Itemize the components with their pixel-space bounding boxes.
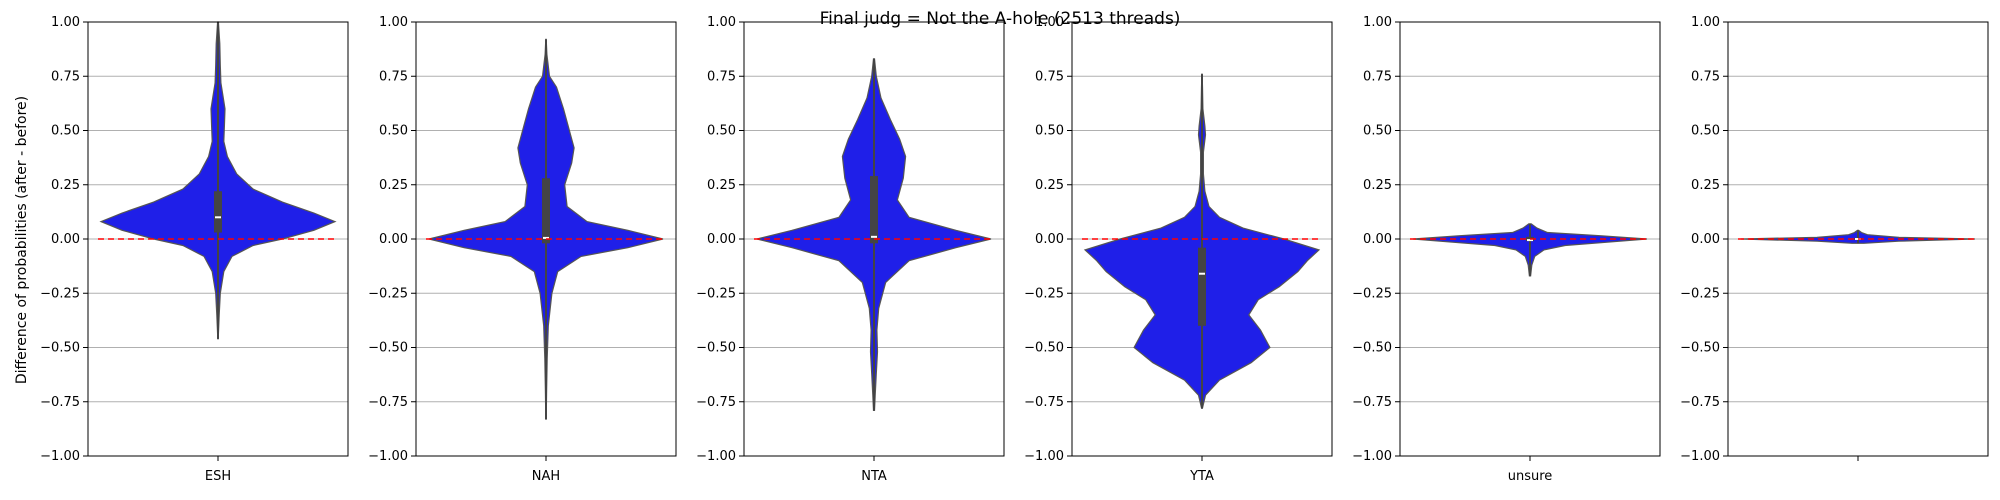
y-tick-label: −1.00 [1680, 449, 1720, 464]
x-category-label: ESH [205, 469, 231, 484]
y-tick-label: 0.25 [1363, 178, 1392, 193]
y-tick-label: −0.50 [368, 341, 408, 356]
y-tick-label: −1.00 [1024, 449, 1064, 464]
violin-panels: 1.00 0.75 0.50 0.25 0.00 −0.25 −0.50 −0.75 −1.00… [40, 15, 1989, 484]
x-category-label: YTA [1189, 469, 1214, 484]
y-tick-label: 0.00 [1691, 232, 1720, 247]
violin-box [870, 176, 878, 244]
y-tick-label: −0.25 [40, 286, 80, 301]
y-tick-label: 1.00 [1691, 15, 1720, 30]
y-tick-label: 1.00 [51, 15, 80, 30]
violin-box [214, 191, 222, 233]
y-tick-label: 0.00 [1363, 232, 1392, 247]
y-tick-label: 1.00 [707, 15, 736, 30]
y-tick-label: 0.00 [51, 232, 80, 247]
y-tick-label: −1.00 [368, 449, 408, 464]
y-tick-label: −0.75 [1024, 395, 1064, 410]
y-tick-label: 0.50 [51, 124, 80, 139]
x-category-label: NTA [861, 469, 887, 484]
x-category-label: unsure [1508, 469, 1553, 484]
y-tick-label: −1.00 [696, 449, 736, 464]
y-tick-label: 0.00 [1035, 232, 1064, 247]
y-tick-label: 0.50 [1363, 124, 1392, 139]
y-tick-label: 0.25 [379, 178, 408, 193]
y-tick-label: −0.50 [40, 341, 80, 356]
violin-panel: 1.00 0.75 0.50 0.25 0.00 −0.25 −0.50 −0.75 −1.00… [696, 15, 1005, 484]
y-tick-label: −0.25 [1024, 286, 1064, 301]
y-tick-label: −1.00 [40, 449, 80, 464]
y-tick-label: −0.75 [696, 395, 736, 410]
y-tick-label: 1.00 [1363, 15, 1392, 30]
y-tick-label: 0.75 [1363, 69, 1392, 84]
y-axis-label: Difference of probabilities (after - bef… [14, 96, 30, 384]
x-category-label: NAH [532, 469, 560, 484]
y-tick-label: 0.50 [707, 124, 736, 139]
y-tick-label: 0.75 [1691, 69, 1720, 84]
y-tick-label: 0.75 [51, 69, 80, 84]
y-tick-label: −0.25 [696, 286, 736, 301]
violin-panel: 1.00 0.75 0.50 0.25 0.00 −0.25 −0.50 −0.75 −1.00… [368, 15, 677, 484]
y-tick-label: −0.25 [1680, 286, 1720, 301]
violin-panel: 1.00 0.75 0.50 0.25 0.00 −0.25 −0.50 −0.75 −1.00… [40, 15, 349, 484]
y-tick-label: 0.25 [707, 178, 736, 193]
y-tick-label: −1.00 [1352, 449, 1392, 464]
y-tick-label: 0.25 [1691, 178, 1720, 193]
y-tick-label: 0.75 [1035, 69, 1064, 84]
y-tick-label: 0.50 [1691, 124, 1720, 139]
violin-panel: 1.00 0.75 0.50 0.25 0.00 −0.25 −0.50 −0.75 −1.00… [1352, 15, 1661, 484]
y-tick-label: 1.00 [379, 15, 408, 30]
y-tick-label: 0.00 [379, 232, 408, 247]
y-tick-label: −0.75 [1352, 395, 1392, 410]
y-tick-label: 0.50 [379, 124, 408, 139]
violin-panel: 1.00 0.75 0.50 0.25 0.00 −0.25 −0.50 −0.75 −1.00… [1024, 15, 1333, 484]
figure-title: Final judg = Not the A-hole (2513 thread… [820, 9, 1181, 29]
violin-panel: 1.00 0.75 0.50 0.25 0.00 −0.25 −0.50 −0.75 −1.00 [1680, 15, 1989, 464]
y-tick-label: 0.75 [707, 69, 736, 84]
y-tick-label: 0.75 [379, 69, 408, 84]
y-tick-label: −0.50 [1680, 341, 1720, 356]
y-tick-label: 0.50 [1035, 124, 1064, 139]
y-tick-label: 1.00 [1035, 15, 1064, 30]
y-tick-label: −0.75 [368, 395, 408, 410]
y-tick-label: −0.50 [1352, 341, 1392, 356]
y-tick-label: −0.75 [1680, 395, 1720, 410]
y-tick-label: 0.00 [707, 232, 736, 247]
violin-box [1198, 247, 1206, 326]
y-tick-label: 0.25 [51, 178, 80, 193]
y-tick-label: −0.50 [1024, 341, 1064, 356]
y-tick-label: −0.50 [696, 341, 736, 356]
violin-box [542, 178, 550, 244]
y-tick-label: −0.25 [1352, 286, 1392, 301]
y-tick-label: 0.25 [1035, 178, 1064, 193]
y-tick-label: −0.75 [40, 395, 80, 410]
y-tick-label: −0.25 [368, 286, 408, 301]
